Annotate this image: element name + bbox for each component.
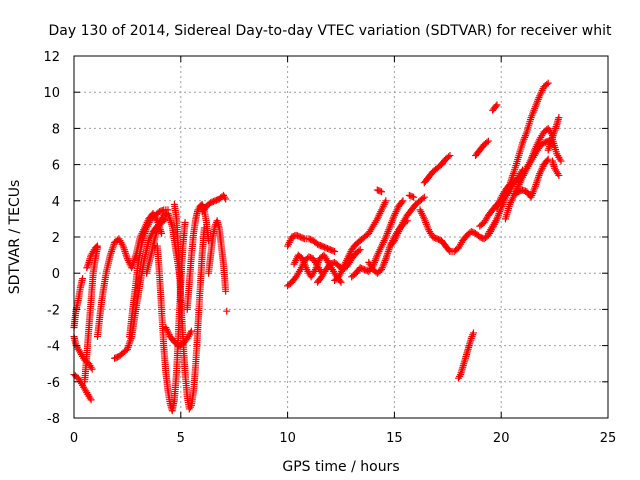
data-point	[552, 123, 560, 131]
data-point	[187, 327, 195, 335]
data-point	[223, 307, 231, 315]
y-tick-label: 0	[52, 267, 60, 282]
data-point	[493, 101, 501, 109]
data-point	[468, 333, 476, 341]
data-point	[355, 247, 363, 255]
data-point	[168, 220, 176, 228]
x-tick-label: 10	[279, 431, 296, 446]
data-point	[108, 246, 116, 254]
data-point	[555, 114, 563, 122]
data-point	[552, 124, 560, 132]
y-tick-label: 6	[52, 159, 60, 174]
data-point	[469, 329, 477, 337]
data-point	[492, 102, 500, 110]
data-point	[376, 187, 384, 195]
data-point	[126, 336, 134, 344]
data-point	[88, 365, 96, 373]
data-point	[445, 246, 453, 254]
data-point	[121, 247, 129, 255]
data-point	[356, 246, 364, 254]
y-tick-label: -4	[47, 340, 60, 355]
data-point	[420, 193, 428, 201]
data-point	[544, 155, 552, 163]
x-tick-label: 25	[600, 431, 617, 446]
data-point	[408, 193, 416, 201]
data-point	[505, 182, 513, 190]
x-tick-label: 15	[386, 431, 403, 446]
data-point	[125, 340, 133, 348]
data-point	[419, 194, 427, 202]
y-axis-label: SDTVAR / TECUs	[7, 180, 23, 295]
data-point	[79, 275, 87, 283]
y-tick-label: 10	[43, 86, 60, 101]
data-point	[109, 244, 117, 252]
data-point	[384, 247, 392, 255]
data-point	[331, 247, 339, 255]
y-tick-label: -2	[47, 303, 60, 318]
data-point	[445, 153, 453, 161]
y-tick-label: 12	[43, 50, 60, 65]
y-tick-label: 8	[52, 122, 60, 137]
data-point	[399, 197, 407, 205]
data-point	[337, 278, 345, 286]
data-point	[543, 80, 551, 88]
data-point	[299, 234, 307, 242]
data-point	[382, 197, 390, 205]
data-point	[378, 188, 386, 196]
x-axis-label: GPS time / hours	[282, 459, 399, 475]
data-point	[166, 217, 174, 225]
x-tick-label: 20	[493, 431, 510, 446]
data-point	[107, 249, 115, 257]
data-point	[384, 249, 392, 257]
data-point	[410, 193, 418, 201]
y-tick-label: -6	[47, 376, 60, 391]
data-point	[122, 249, 130, 257]
y-tick-label: 4	[52, 195, 60, 210]
data-point	[555, 171, 563, 179]
data-point	[158, 206, 166, 214]
data-point	[131, 255, 139, 263]
data-point	[92, 243, 100, 251]
data-point	[181, 219, 189, 227]
data-point	[544, 146, 552, 154]
data-point	[329, 247, 337, 255]
data-point	[483, 138, 491, 146]
data-point	[484, 137, 492, 145]
ticks	[73, 55, 609, 419]
chart-title: Day 130 of 2014, Sidereal Day-to-day VTE…	[49, 23, 612, 39]
x-tick-labels: 0 5 10 15 20 25	[70, 431, 616, 446]
x-tick-label: 5	[177, 431, 185, 446]
data-point	[222, 287, 230, 295]
data-point	[222, 195, 230, 203]
data-point	[509, 170, 517, 178]
data-point	[398, 198, 406, 206]
y-tick-label: 2	[52, 231, 60, 246]
data-point	[557, 157, 565, 165]
data-point	[533, 177, 541, 185]
data-point	[87, 396, 95, 404]
data-point	[93, 242, 101, 250]
data-point	[446, 152, 454, 160]
x-tick-label: 0	[70, 431, 78, 446]
data-point	[534, 175, 542, 183]
data-points	[70, 79, 565, 415]
data-point	[127, 334, 135, 342]
data-point	[544, 79, 552, 87]
y-tick-labels: -8 -6 -4 -2 0 2 4 6 8 10 12	[43, 50, 60, 427]
data-point	[108, 247, 116, 255]
data-point	[166, 215, 174, 223]
y-tick-label: -8	[47, 412, 60, 427]
